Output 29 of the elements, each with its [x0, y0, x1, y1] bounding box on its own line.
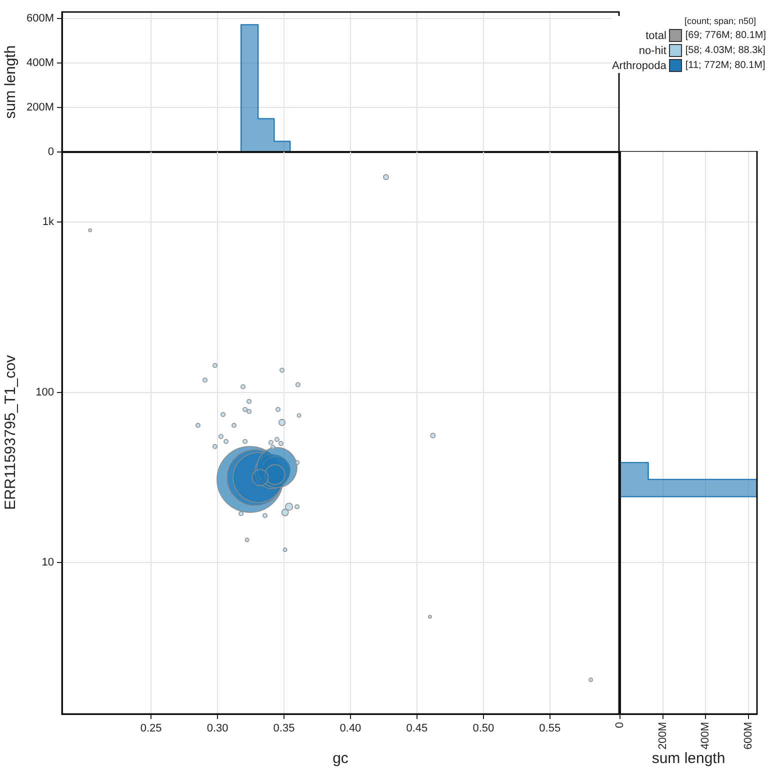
- x-tick-label: 0: [614, 722, 626, 728]
- x-axis-title: sum length: [652, 750, 726, 768]
- y-tick-label: 200M: [26, 102, 54, 114]
- y-tick-label: 10: [42, 556, 54, 569]
- legend-title: [count; span; n50]: [683, 16, 757, 26]
- x-tick-label: 0.55: [539, 722, 561, 735]
- x-tick-label: 0.40: [340, 722, 362, 735]
- x-tick-label: 0.30: [206, 722, 228, 735]
- x-axis-title: gc: [332, 750, 349, 768]
- x-tick-label: 0.45: [406, 722, 428, 735]
- text: [11; 772M; 80.1M]: [684, 59, 766, 73]
- legend-label: Arthropoda: [612, 58, 668, 73]
- legend-label: total: [644, 28, 668, 43]
- y-tick-label: 0: [48, 146, 54, 158]
- legend-label: no-hit: [638, 44, 668, 58]
- x-tick-label: 200M: [656, 722, 669, 750]
- y-axis-title: ERR11593795_T1_cov: [2, 354, 20, 510]
- y-tick-label: 400M: [26, 57, 54, 70]
- x-tick-label: 0.35: [273, 722, 295, 735]
- y-tick-label: 100: [36, 386, 54, 398]
- y-axis-title: sum length: [2, 45, 20, 119]
- y-tick-label: 1k: [42, 216, 54, 228]
- y-tick-label: 600M: [26, 12, 54, 25]
- x-tick-label: 0.50: [472, 722, 494, 735]
- text: [58; 4.03M; 88.3k]: [684, 44, 766, 58]
- text: [69; 776M; 80.1M]: [684, 29, 766, 43]
- x-tick-label: 600M: [742, 722, 754, 750]
- x-tick-label: 0.25: [140, 722, 162, 735]
- x-tick-label: 400M: [700, 722, 712, 750]
